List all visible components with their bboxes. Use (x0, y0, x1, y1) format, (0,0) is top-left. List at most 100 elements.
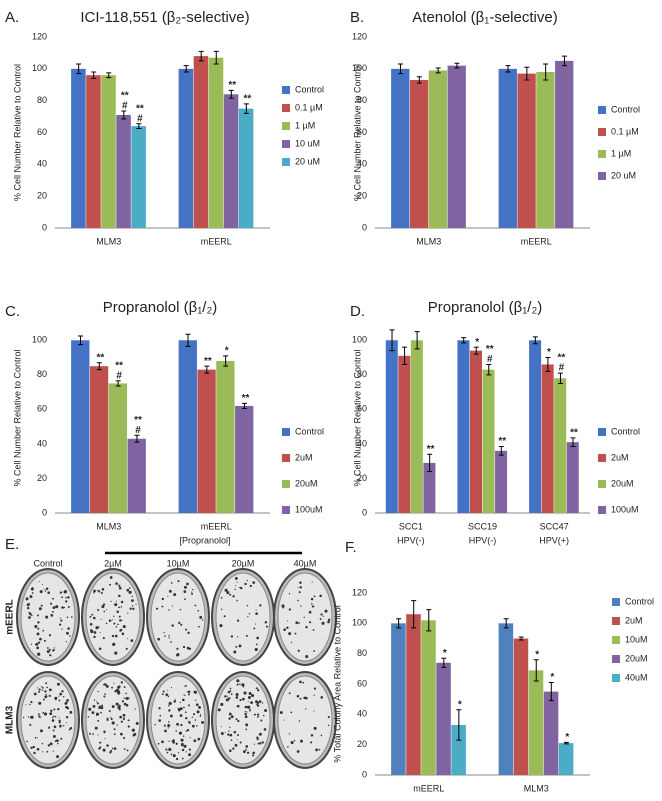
colony (101, 704, 104, 707)
colony (26, 740, 28, 743)
error-bar (557, 372, 563, 384)
y-tick-label: 20 (357, 473, 367, 483)
colony (219, 624, 223, 628)
colony (31, 592, 34, 594)
colony (187, 704, 190, 707)
colony (239, 741, 242, 744)
legend-label: 1 µM (611, 148, 631, 158)
significance-marker: ** (115, 361, 123, 372)
column-label: 2µM (104, 558, 122, 568)
chart-title: Propranolol (β₁/₂) (428, 299, 543, 316)
colony (234, 743, 238, 747)
colony (179, 701, 182, 704)
significance-marker: * (535, 649, 539, 660)
colony (196, 703, 199, 706)
colony (327, 618, 331, 622)
colony (263, 728, 267, 731)
bar (555, 60, 574, 228)
colony (263, 714, 265, 717)
colony (185, 730, 187, 732)
colony (108, 710, 111, 713)
error-bar (223, 355, 229, 367)
colony (168, 709, 171, 711)
colony (28, 602, 31, 605)
error-bar (134, 434, 140, 443)
panel-letter: E. (5, 536, 19, 553)
y-axis-label: % Cell Number Relative to Control (12, 64, 22, 201)
legend-swatch (282, 480, 290, 488)
error-bar (204, 365, 210, 374)
colony (313, 710, 315, 712)
x-tick-label: mEERL (201, 236, 232, 246)
bar (127, 438, 146, 513)
colony (122, 625, 126, 629)
colony (55, 699, 57, 701)
colony (65, 596, 67, 599)
colony (239, 683, 241, 685)
colony (234, 588, 236, 591)
significance-marker: # (116, 371, 122, 382)
colony (286, 620, 288, 622)
colony (249, 584, 252, 588)
colony (26, 606, 30, 610)
colony (99, 632, 101, 634)
colony (113, 615, 115, 617)
colony (187, 690, 191, 694)
error-bar (115, 380, 121, 387)
colony (71, 616, 73, 618)
colony (56, 682, 60, 686)
colony (97, 608, 100, 612)
colony (154, 723, 156, 726)
y-tick-label: 40 (37, 159, 47, 169)
error-bar (454, 62, 460, 69)
colony (27, 716, 30, 718)
colony (48, 654, 51, 656)
colony (294, 632, 297, 635)
colony (101, 605, 105, 609)
colony (66, 699, 69, 702)
colony (63, 606, 65, 609)
colony (58, 699, 61, 702)
colony (179, 707, 183, 711)
legend-swatch (612, 617, 620, 625)
legend-swatch (612, 598, 620, 606)
error-bar (456, 709, 462, 741)
colony (246, 751, 250, 754)
legend-swatch (282, 428, 290, 436)
colony (41, 742, 44, 745)
colony (52, 715, 55, 718)
colony (247, 616, 249, 618)
plate (277, 675, 333, 765)
colony (45, 693, 47, 696)
significance-marker: * (550, 672, 554, 683)
colony (177, 752, 180, 754)
colony (319, 618, 322, 620)
colony (261, 702, 264, 704)
colony (185, 717, 188, 720)
colony (33, 692, 37, 696)
colony (177, 580, 180, 583)
colony (255, 612, 258, 615)
colony (109, 583, 112, 586)
colony (246, 711, 248, 713)
colony (118, 615, 121, 618)
legend-swatch (598, 454, 606, 462)
colony (96, 589, 99, 592)
colony (265, 625, 268, 628)
colony (53, 734, 56, 738)
significance-marker: # (122, 101, 128, 112)
colony (170, 753, 173, 756)
colony (220, 732, 224, 736)
row-label: mEERL (5, 599, 16, 635)
colony (297, 649, 300, 652)
error-bar (198, 50, 204, 62)
colony (103, 610, 106, 613)
colony (49, 712, 53, 716)
colony (93, 631, 97, 634)
colony (61, 596, 63, 599)
colony (183, 694, 185, 696)
colony (171, 605, 173, 607)
bar (536, 72, 555, 229)
colony (97, 719, 100, 722)
y-tick-label: 60 (37, 404, 47, 414)
